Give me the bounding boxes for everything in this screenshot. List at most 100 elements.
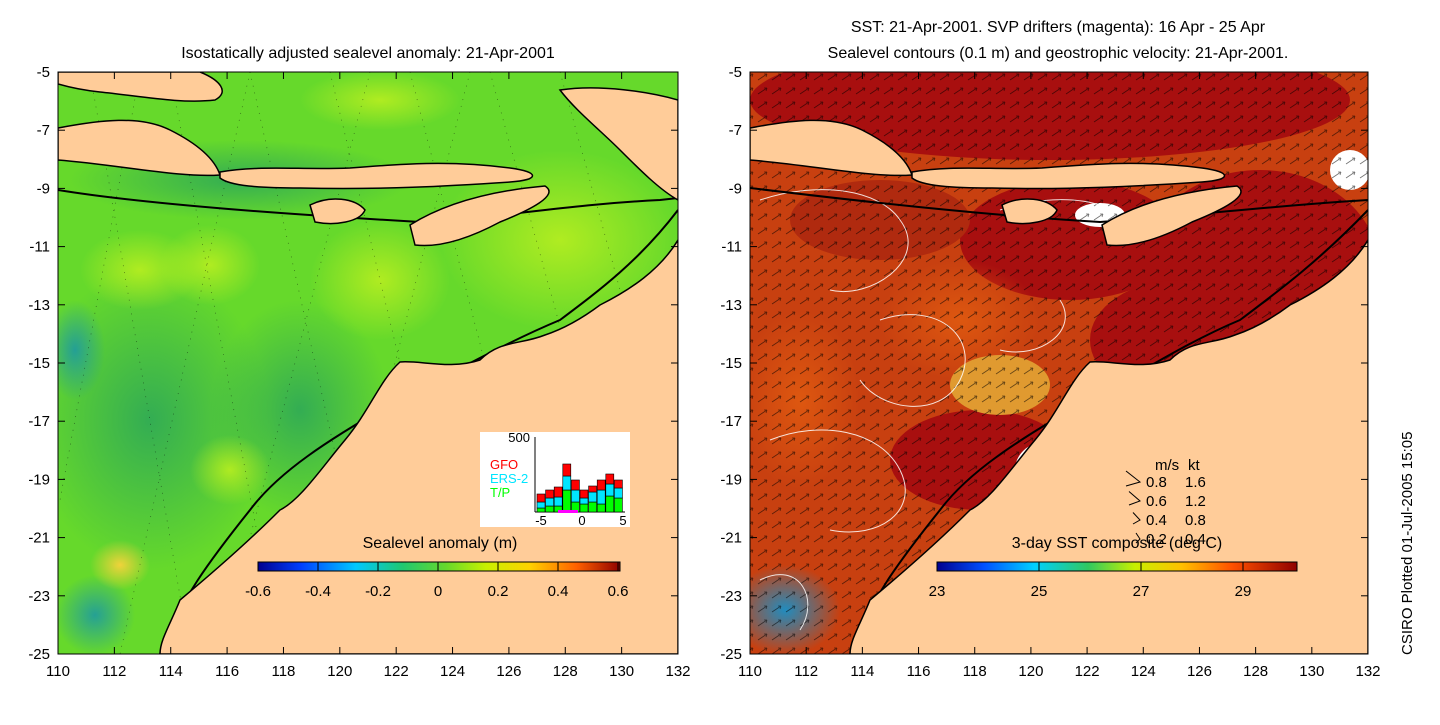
sst-colorbar-ticks: 23 25 27 29 (929, 562, 1251, 600)
inset-bar-segment (579, 497, 589, 505)
colorbar-tick-label: 0 (434, 583, 442, 600)
inset-legend-ers2: ERS-2 (490, 471, 528, 486)
y-tick-label: -19 (28, 471, 50, 488)
sla-colorbar-ticks: -0.6 -0.4 -0.2 0 0.2 0.4 0.6 (245, 562, 628, 600)
inset-ymax-label: 500 (508, 430, 530, 445)
colorbar-tick-label: 0.4 (548, 583, 569, 600)
x-tick-label: 124 (440, 663, 465, 680)
x-tick-label: 116 (907, 663, 931, 680)
sla-high-anomaly (160, 225, 260, 305)
sst-colorbar: 3-day SST composite (deg C) 23 25 27 29 (929, 535, 1298, 600)
inset-bar-segment (579, 489, 589, 499)
inset-bar-segment (545, 489, 554, 499)
inset-bar-segment (614, 497, 623, 513)
x-tick-label: 114 (850, 663, 874, 680)
inset-bar-segment (596, 479, 606, 491)
sla-colorbar: Sealevel anomaly (m) -0.6 -0.4 -0.2 0 0.2 0.4… (245, 535, 628, 600)
inset-bar-segment (588, 485, 597, 493)
inset-bar-segment (536, 507, 546, 513)
colorbar-tick-label: -0.2 (365, 583, 391, 600)
sla-map (58, 72, 678, 654)
sst-map (750, 72, 1368, 654)
y-tick-label: -5 (729, 64, 742, 81)
inset-bar-segment (588, 501, 597, 513)
y-tick-label: -17 (720, 413, 742, 430)
x-tick-label: 132 (665, 663, 690, 680)
x-tick-label: 120 (327, 663, 352, 680)
sst-title-line2: Sealevel contours (0.1 m) and geostrophi… (828, 45, 1289, 62)
y-tick-label: -7 (729, 122, 742, 139)
land-java (750, 119, 914, 177)
inset-bar-segment (571, 489, 580, 503)
velocity-key-header-ms: m/s (1155, 457, 1179, 474)
colorbar-tick-label: 27 (1133, 583, 1150, 600)
land-sumba (1001, 198, 1058, 225)
sst-colorbar-label: 3-day SST composite (deg C) (1012, 535, 1222, 552)
land-sulawesi-fragment (58, 72, 223, 102)
x-tick-label: 130 (609, 663, 634, 680)
velocity-key-arrow (1128, 491, 1141, 506)
y-tick-label: -17 (28, 413, 50, 430)
velocity-key-ms: 0.4 (1146, 512, 1167, 529)
velocity-key-kt: 0.8 (1185, 512, 1206, 529)
land-sumba (309, 198, 366, 225)
y-tick-label: -11 (29, 239, 50, 256)
y-tick-label: -13 (720, 297, 742, 314)
land-java (58, 119, 222, 177)
sla-title: Isostatically adjusted sealevel anomaly:… (181, 45, 555, 62)
inset-bar-segment (562, 463, 572, 477)
velocity-key-kt: 0.4 (1185, 531, 1206, 548)
inset-bar-segment (596, 489, 606, 505)
inset-drifter-bar (558, 510, 578, 513)
sla-colorbar-label: Sealevel anomaly (m) (363, 535, 518, 552)
x-tick-label: 110 (738, 663, 762, 680)
velocity-key-ms: 0.6 (1146, 493, 1167, 510)
land (58, 72, 678, 654)
sla-high-anomaly (300, 72, 460, 130)
inset-xtick: 5 (619, 513, 626, 528)
colorbar-tick-label: 0.6 (608, 583, 629, 600)
y-tick-label: -23 (28, 588, 50, 605)
y-tick-label: -11 (721, 239, 742, 256)
inset-legend-tp: T/P (490, 485, 510, 500)
colorbar-tick-label: 25 (1031, 583, 1048, 600)
y-tick-label: -25 (720, 646, 742, 663)
inset-bars (536, 463, 623, 513)
y-tick-label: -19 (720, 471, 742, 488)
y-tick-label: -13 (28, 297, 50, 314)
inset-bar-segment (553, 496, 563, 507)
y-tick-label: -7 (37, 122, 50, 139)
colorbar-tick-label: 23 (929, 583, 946, 600)
land-north-islands (558, 87, 678, 201)
sla-low-anomaly (58, 575, 135, 654)
y-tick-label: -21 (28, 530, 50, 547)
y-tick-label: -5 (37, 64, 50, 81)
x-tick-label: 126 (496, 663, 521, 680)
velocity-key-kt: 1.6 (1185, 474, 1206, 491)
velocity-key-arrow (1125, 470, 1142, 487)
inset-bar-segment (553, 486, 563, 498)
y-tick-label: -9 (37, 180, 50, 197)
x-tick-label: 132 (1355, 663, 1380, 680)
y-tick-label: -15 (720, 355, 742, 372)
inset-bar-segment (605, 483, 615, 497)
velocity-key-rows: 0.8 1.6 0.6 1.2 0.4 0.8 0.2 0.4 (1125, 470, 1206, 548)
y-tick-label: -25 (28, 646, 50, 663)
velocity-key-kt: 1.2 (1185, 493, 1206, 510)
inset-bar-segment (605, 495, 615, 513)
inset-bar-segment (545, 497, 554, 507)
inset-xtick: 0 (578, 513, 585, 528)
inset-bar-segment (562, 489, 572, 513)
x-tick-label: 114 (159, 663, 183, 680)
land-australia (159, 238, 678, 654)
colorbar-tick-label: -0.4 (305, 583, 331, 600)
sla-data-inset: 500 GFO ERS-2 T/P -5 0 5 (490, 430, 627, 528)
sla-warm-anomaly (90, 540, 150, 590)
x-tick-label: 110 (46, 663, 70, 680)
velocity-key-arrow (1135, 532, 1141, 544)
land (750, 119, 1368, 654)
x-tick-label: 126 (1187, 663, 1212, 680)
